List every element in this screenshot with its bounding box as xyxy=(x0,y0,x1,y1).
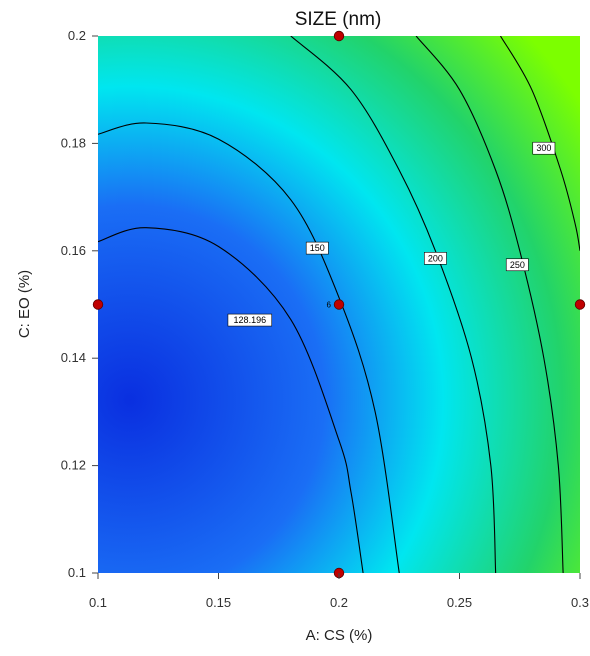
x-axis-title: A: CS (%) xyxy=(306,627,373,644)
contour-label-text: 300 xyxy=(536,143,551,153)
y-tick-label: 0.2 xyxy=(68,28,86,43)
contour-label: 128.196 xyxy=(227,313,273,327)
x-tick-label: 0.15 xyxy=(206,595,231,610)
contour-line-0 xyxy=(98,227,364,573)
contour-line-1 xyxy=(98,122,400,573)
design-point xyxy=(333,299,345,310)
contour-label-text: 150 xyxy=(310,243,325,253)
y-axis: 0.1 0.12 0.14 0.16 0.18 0.2 xyxy=(61,28,98,580)
contour-label: 150 xyxy=(305,241,329,255)
contour-labels: 128.196 150 200 250 300 xyxy=(227,141,556,327)
y-tick-label: 0.14 xyxy=(61,350,86,365)
contour-line-4 xyxy=(499,36,580,251)
y-tick-label: 0.1 xyxy=(68,565,86,580)
design-point xyxy=(92,299,104,310)
contour-label-text: 200 xyxy=(428,253,443,263)
y-tick-label: 0.12 xyxy=(61,458,86,473)
contour-label-text: 250 xyxy=(510,260,525,270)
contour-label: 200 xyxy=(423,252,447,265)
contour-label-box xyxy=(423,252,447,265)
design-point xyxy=(333,30,345,42)
x-tick-label: 0.25 xyxy=(447,595,472,610)
contour-label: 300 xyxy=(532,141,556,155)
contour-label-box xyxy=(305,241,329,255)
contour-label-text: 128.196 xyxy=(234,315,267,325)
x-tick-label: 0.1 xyxy=(89,595,107,610)
x-axis: 0.1 0.15 0.2 0.25 0.3 xyxy=(89,573,589,610)
y-tick-label: 0.16 xyxy=(61,243,86,258)
design-points: 6 xyxy=(92,30,586,579)
contour-label-box xyxy=(227,313,273,327)
contour-label-box xyxy=(505,258,529,272)
contour-label: 250 xyxy=(505,258,529,272)
y-tick-label: 0.18 xyxy=(61,135,86,150)
replicate-count-label: 6 xyxy=(327,301,332,310)
y-axis-title: C: EO (%) xyxy=(16,270,33,338)
x-tick-label: 0.3 xyxy=(571,595,589,610)
design-point xyxy=(574,299,586,310)
x-tick-label: 0.2 xyxy=(330,595,348,610)
contour-label-box xyxy=(532,141,556,155)
chart-title: SIZE (nm) xyxy=(295,9,382,30)
